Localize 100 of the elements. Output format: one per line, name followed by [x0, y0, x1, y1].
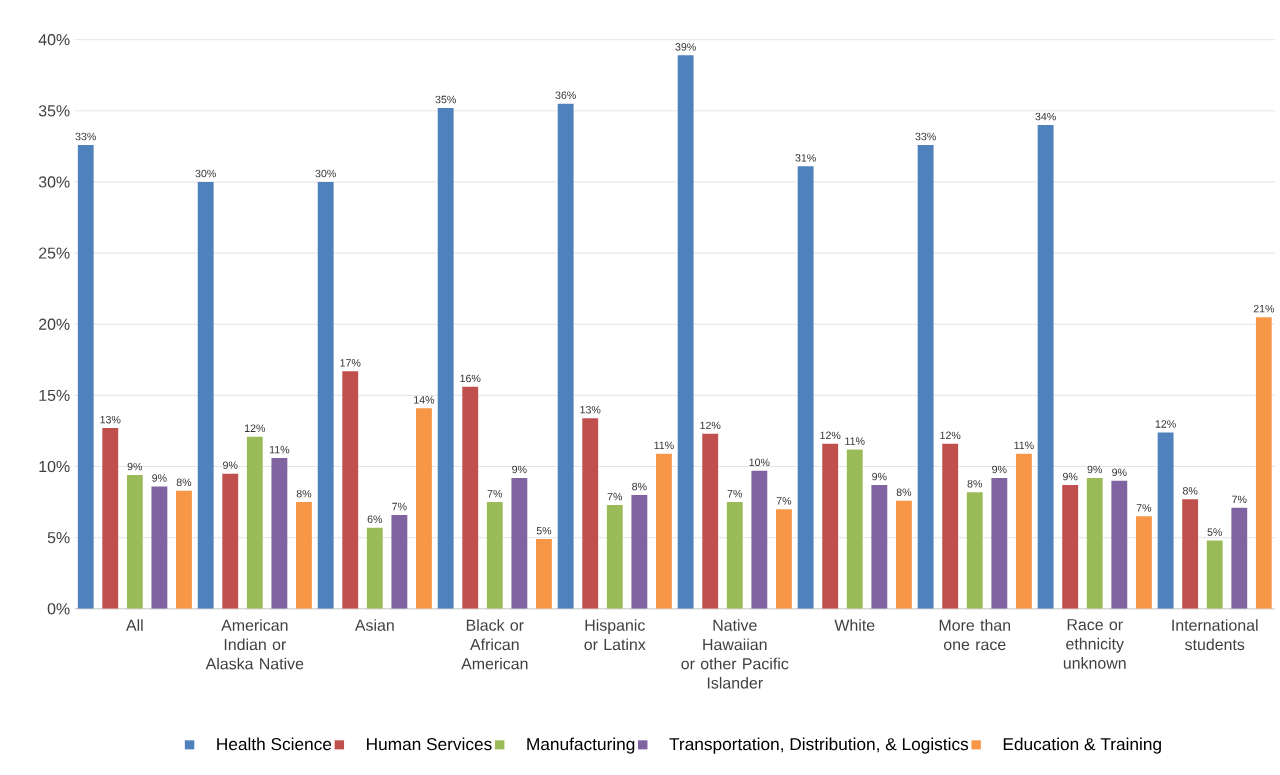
data-label: 9%	[127, 462, 143, 471]
bar	[677, 55, 694, 609]
x-tick-label: American Indian or Alaska Native	[205, 619, 304, 670]
bar	[917, 145, 934, 609]
bar	[751, 470, 768, 609]
bar	[991, 478, 1008, 609]
bar	[102, 428, 119, 609]
data-label: 9%	[1063, 472, 1078, 481]
data-label: 7%	[392, 502, 407, 511]
legend-label: Human Services	[367, 737, 492, 751]
data-label: 7%	[607, 492, 623, 501]
data-label: 11%	[1014, 441, 1034, 450]
data-label: 14%	[414, 396, 435, 404]
x-tick-label: Asian	[354, 619, 394, 632]
data-label: 10%	[749, 458, 770, 467]
y-tick-label: 10%	[39, 461, 70, 473]
data-label: 16%	[460, 374, 481, 383]
bar	[176, 490, 192, 609]
data-label: 36%	[555, 91, 576, 100]
bar	[582, 418, 599, 609]
bar	[246, 436, 263, 609]
x-tick-label: All	[125, 619, 143, 631]
bar	[437, 108, 454, 609]
bar	[1037, 125, 1054, 609]
data-label: 8%	[967, 480, 983, 488]
bar	[942, 443, 959, 609]
legend-label: Health Science	[217, 737, 332, 751]
bar	[1231, 507, 1248, 609]
data-label: 13%	[580, 406, 601, 414]
data-label: 21%	[1253, 305, 1275, 313]
bar	[391, 515, 408, 609]
data-label: 9%	[152, 474, 167, 482]
y-tick-label: 40%	[38, 34, 70, 46]
data-label: 12%	[1155, 420, 1176, 428]
bar	[486, 502, 503, 609]
y-tick-label: 15%	[39, 389, 70, 402]
data-label: 7%	[1136, 504, 1152, 512]
data-label: 9%	[1087, 465, 1103, 474]
bar	[271, 458, 288, 609]
data-label: 5%	[536, 527, 552, 535]
data-label: 9%	[872, 472, 887, 481]
data-label: 11%	[654, 441, 674, 450]
data-label: 9%	[992, 465, 1007, 474]
bar	[1086, 478, 1103, 609]
bar	[1111, 480, 1128, 609]
data-label: 12%	[700, 421, 721, 430]
x-tick-label: Hispanic or Latinx	[584, 619, 646, 651]
bar	[1015, 453, 1032, 609]
bar	[1135, 516, 1152, 609]
data-label: 39%	[675, 43, 696, 51]
data-label: 8%	[176, 478, 192, 487]
bar	[1255, 317, 1272, 609]
data-label: 33%	[75, 132, 96, 141]
bar	[775, 509, 792, 609]
x-tick-label: White	[834, 619, 875, 632]
bar	[317, 182, 334, 609]
data-label: 34%	[1035, 112, 1056, 121]
data-label: 5%	[1207, 528, 1223, 536]
x-tick-label: Race or ethnicity unknown	[1063, 619, 1126, 669]
bar	[416, 408, 432, 609]
data-label: 11%	[269, 446, 290, 454]
bar	[535, 539, 552, 609]
bar	[631, 495, 648, 609]
x-tick-label: Black or African American	[461, 619, 528, 670]
bar	[511, 478, 528, 609]
data-label: 8%	[1182, 487, 1198, 495]
bar	[1157, 432, 1174, 609]
data-label: 12%	[245, 424, 266, 433]
data-label: 11%	[845, 437, 865, 445]
bar	[895, 500, 912, 609]
bar	[77, 145, 94, 609]
x-tick-label: More than one race	[939, 619, 1011, 651]
data-label: 8%	[632, 482, 647, 491]
bar	[655, 453, 672, 609]
data-label: 7%	[487, 490, 503, 498]
bar	[871, 485, 888, 609]
bar	[197, 182, 214, 609]
bar	[557, 103, 574, 609]
data-label: 30%	[315, 169, 336, 178]
bar	[797, 166, 814, 609]
bar	[222, 473, 239, 609]
data-label: 8%	[296, 490, 312, 498]
legend-label: Education & Training	[1003, 737, 1161, 754]
y-tick-label: 5%	[47, 532, 70, 544]
y-tick-label: 35%	[38, 105, 70, 117]
bar	[846, 449, 863, 609]
y-tick-label: 30%	[38, 176, 70, 188]
bar	[966, 492, 983, 609]
data-label: 9%	[223, 461, 238, 470]
data-label: 8%	[896, 488, 912, 497]
data-label: 31%	[795, 154, 816, 162]
bar	[296, 502, 312, 609]
bar	[1062, 485, 1079, 609]
bar	[126, 475, 143, 609]
bar	[822, 443, 839, 609]
x-tick-label: International students	[1172, 619, 1258, 651]
bar	[151, 486, 168, 609]
data-label: 7%	[1232, 495, 1247, 504]
data-label: 30%	[195, 169, 216, 178]
legend-label: Transportation, Distribution, & Logistics	[669, 737, 969, 754]
